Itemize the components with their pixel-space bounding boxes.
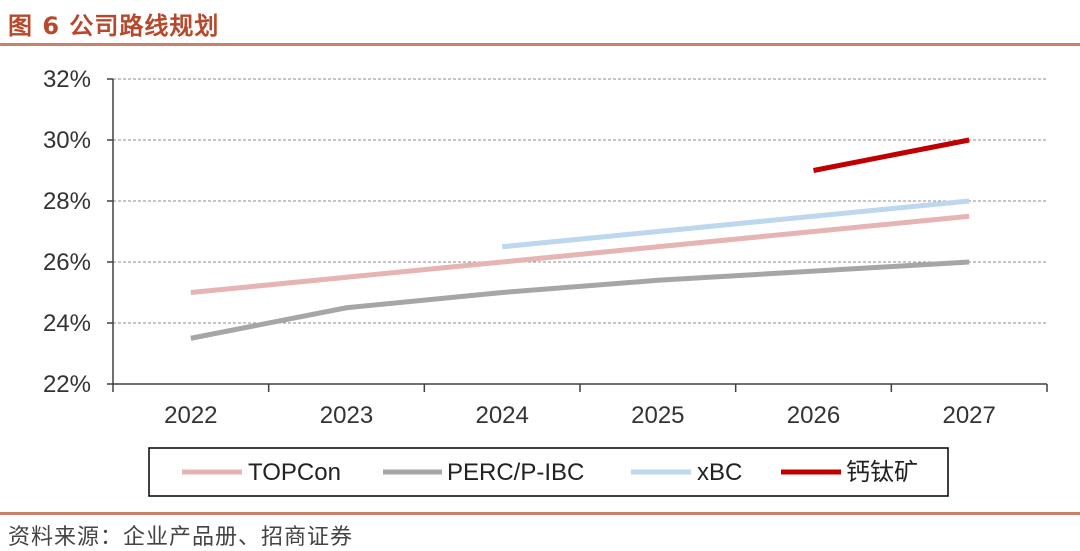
x-tick-label: 2027 (942, 402, 995, 429)
y-tick-label: 30% (43, 127, 91, 154)
line-chart: 22%24%26%28%30%32% 2022 2023 2024 2025 2026 2… (43, 66, 1048, 497)
legend-label: 钙钛矿 (846, 459, 918, 486)
y-tick-label: 26% (43, 249, 91, 276)
x-tick-labels: 2022 2023 2024 2025 2026 2027 (164, 402, 996, 429)
y-tick-label: 24% (43, 310, 91, 337)
figure-title: 图 6 公司路线规划 (8, 12, 220, 40)
legend-label: xBC (697, 459, 742, 486)
series-line-钙钛矿 (813, 137, 970, 173)
x-tick-label: 2022 (164, 402, 217, 429)
series-lines (190, 137, 970, 341)
axes (107, 78, 1048, 392)
legend-label: PERC/P-IBC (447, 459, 584, 486)
y-tick-labels: 22% 24% 26% 28% 30% 32% (43, 66, 91, 398)
bottom-divider (0, 512, 1080, 515)
series-line-PERC/P-IBC (190, 259, 970, 341)
y-tick-label: 28% (43, 188, 91, 215)
x-tick-label: 2024 (475, 402, 528, 429)
top-divider (0, 43, 1080, 46)
legend-box (148, 447, 949, 497)
y-tick-label: 22% (43, 371, 91, 398)
series-line-xBC (501, 198, 970, 250)
source-note: 资料来源：企业产品册、招商证券 (8, 525, 354, 550)
x-tick-label: 2023 (320, 402, 373, 429)
y-tick-label: 32% (43, 66, 91, 93)
x-tick-label: 2026 (787, 402, 840, 429)
legend-label: TOPCon (248, 459, 341, 486)
legend: TOPCon PERC/P-IBC xBC 钙钛矿 (148, 447, 949, 497)
x-tick-label: 2025 (631, 402, 684, 429)
series-line-TOPCon (190, 213, 970, 295)
